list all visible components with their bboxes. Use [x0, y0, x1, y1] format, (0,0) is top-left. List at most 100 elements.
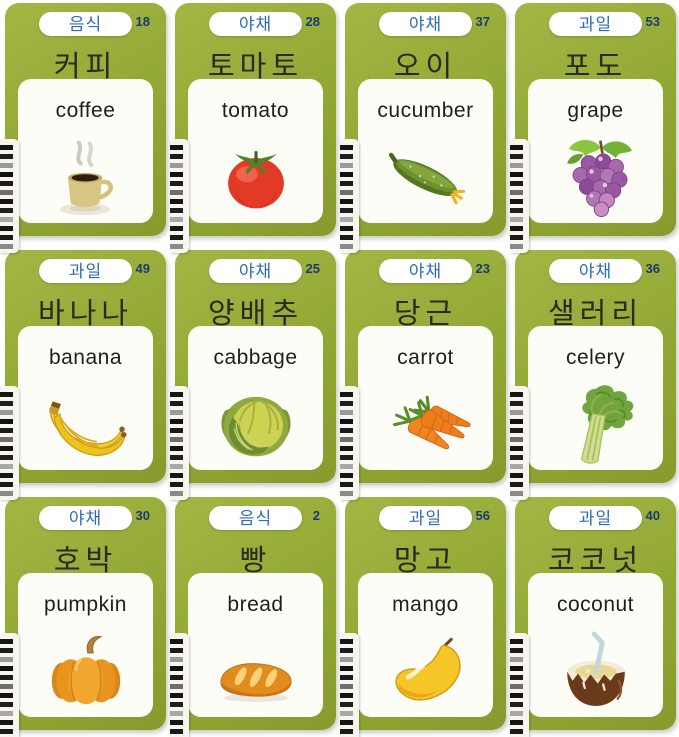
card-number: 2 — [312, 508, 320, 523]
category-label: 과일 — [408, 509, 443, 528]
binding-bar — [510, 666, 523, 671]
binding-bar — [340, 181, 353, 186]
category-pill: 야채 — [549, 259, 642, 283]
binding-bar — [510, 684, 523, 689]
binding-bar — [0, 702, 13, 707]
binding-bar — [0, 217, 13, 222]
word-panel: cabbage — [188, 326, 323, 470]
english-word: carrot — [397, 346, 454, 369]
english-word: cabbage — [213, 346, 298, 369]
word-panel: carrot — [358, 326, 493, 470]
korean-word: 빵 — [239, 545, 272, 577]
category-pill: 과일 — [379, 506, 472, 530]
english-word: bread — [227, 593, 284, 616]
binding-bar — [170, 711, 183, 716]
binding-bar — [340, 172, 353, 177]
flashcard: 야채 36 샐러리 celery — [510, 250, 676, 500]
binding-bar — [340, 190, 353, 195]
binding-bar — [340, 446, 353, 451]
binding-bar — [0, 711, 13, 716]
binding-bar — [0, 455, 13, 460]
binding-bar — [170, 720, 183, 725]
binding-bar — [340, 684, 353, 689]
binding-bar — [340, 482, 353, 487]
word-panel: bread — [188, 573, 323, 717]
binding-bar — [340, 163, 353, 168]
category-label: 과일 — [68, 262, 103, 281]
binding-bar — [510, 172, 523, 177]
binding-bar — [510, 226, 523, 231]
binding-bar — [510, 208, 523, 213]
korean-word: 양배추 — [207, 298, 304, 330]
flashcard: 야채 25 양배추 cabbage — [170, 250, 336, 500]
binding-bar — [170, 455, 183, 460]
card-number: 49 — [135, 261, 150, 276]
binding-bar — [0, 482, 13, 487]
card-number: 28 — [305, 14, 320, 29]
binding-strip — [170, 386, 189, 500]
binding-bar — [170, 428, 183, 433]
korean-word: 커피 — [53, 51, 118, 83]
binding-bar — [0, 163, 13, 168]
binding-bar — [0, 675, 13, 680]
binding-bar — [170, 693, 183, 698]
celery-illustration — [542, 378, 650, 468]
binding-bar — [510, 446, 523, 451]
card-number: 30 — [135, 508, 150, 523]
binding-bar — [510, 639, 523, 644]
binding-bar — [0, 244, 13, 249]
binding-bar — [340, 675, 353, 680]
binding-bar — [170, 154, 183, 159]
card-number: 56 — [475, 508, 490, 523]
card-number: 53 — [645, 14, 660, 29]
binding-bar — [170, 464, 183, 469]
category-pill: 야채 — [209, 12, 302, 36]
english-word: pumpkin — [44, 593, 127, 616]
korean-word: 오이 — [393, 51, 458, 83]
card-number: 40 — [645, 508, 660, 523]
binding-bar — [510, 648, 523, 653]
korean-word: 토마토 — [207, 51, 304, 83]
binding-bar — [340, 464, 353, 469]
binding-bar — [0, 208, 13, 213]
coffee-illustration — [32, 131, 140, 221]
binding-bar — [0, 226, 13, 231]
cabbage-illustration — [202, 378, 310, 468]
binding-bar — [0, 181, 13, 186]
binding-bar — [340, 491, 353, 496]
binding-bar — [510, 145, 523, 150]
binding-strip — [510, 633, 529, 737]
binding-bar — [0, 657, 13, 662]
binding-bar — [0, 720, 13, 725]
binding-bar — [170, 226, 183, 231]
binding-bar — [170, 657, 183, 662]
binding-bar — [170, 491, 183, 496]
binding-bar — [0, 491, 13, 496]
word-panel: cucumber — [358, 79, 493, 223]
category-pill: 과일 — [549, 12, 642, 36]
binding-strip — [0, 633, 19, 737]
card-number: 36 — [645, 261, 660, 276]
binding-bar — [170, 172, 183, 177]
korean-word: 망고 — [393, 545, 458, 577]
korean-word: 호박 — [53, 545, 118, 577]
binding-bar — [510, 410, 523, 415]
binding-bar — [510, 437, 523, 442]
binding-bar — [0, 639, 13, 644]
binding-bar — [510, 401, 523, 406]
category-pill: 야채 — [39, 506, 132, 530]
binding-bar — [510, 729, 523, 734]
english-word: mango — [392, 593, 459, 616]
binding-bar — [0, 145, 13, 150]
binding-bar — [0, 235, 13, 240]
category-label: 야채 — [238, 262, 273, 281]
binding-bar — [170, 401, 183, 406]
banana-illustration — [32, 378, 140, 468]
binding-bar — [0, 473, 13, 478]
category-label: 야채 — [578, 262, 613, 281]
pumpkin-illustration — [32, 625, 140, 715]
word-panel: coffee — [18, 79, 153, 223]
binding-bar — [340, 217, 353, 222]
binding-bar — [170, 666, 183, 671]
binding-bar — [0, 172, 13, 177]
